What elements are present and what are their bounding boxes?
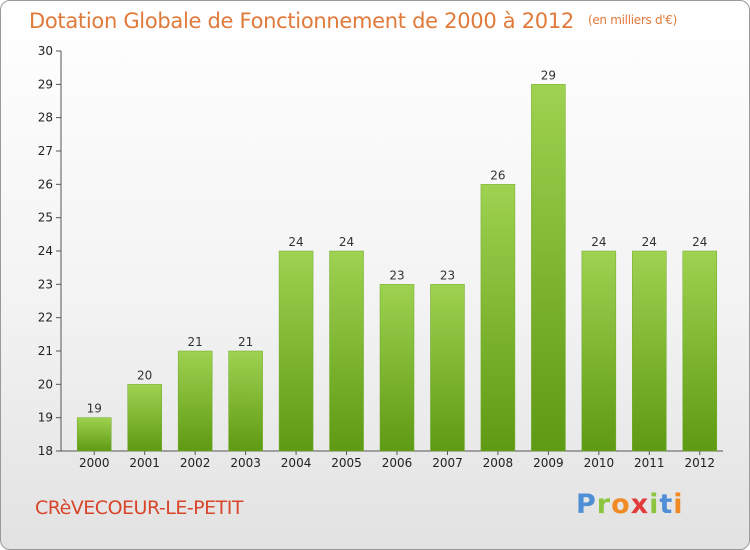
commune-name: CRèVECOEUR-LE-PETIT bbox=[35, 497, 243, 519]
bar-2001 bbox=[127, 384, 162, 452]
bar-2005 bbox=[329, 250, 364, 452]
y-tick-label: 24 bbox=[38, 244, 53, 258]
logo-letter: x bbox=[630, 489, 650, 520]
logo-letter: i bbox=[673, 489, 684, 520]
y-tick-label: 23 bbox=[38, 277, 53, 291]
bar-2000 bbox=[76, 417, 112, 452]
bar-2009 bbox=[531, 84, 566, 452]
logo-letter: t bbox=[659, 489, 674, 520]
data-label-2001: 20 bbox=[137, 368, 152, 382]
logo-letter: o bbox=[611, 489, 631, 520]
data-label-2002: 21 bbox=[188, 335, 203, 349]
bar-2004 bbox=[278, 250, 314, 452]
x-tick-label: 2010 bbox=[584, 456, 615, 470]
bar-2010 bbox=[581, 250, 617, 452]
data-label-2007: 23 bbox=[440, 268, 455, 282]
chart-title-text: Dotation Globale de Fonctionnement de 20… bbox=[29, 9, 574, 33]
logo-letter: i bbox=[649, 489, 660, 520]
x-tick-label: 2002 bbox=[180, 456, 211, 470]
bar-2003 bbox=[228, 350, 263, 452]
logo-letter: P bbox=[576, 489, 597, 520]
x-tick-label: 2009 bbox=[533, 456, 564, 470]
y-tick-label: 18 bbox=[38, 444, 53, 458]
bar-2007 bbox=[430, 284, 465, 452]
chart-data-labels: 19 20 21 21 24 24 23 23 26 29 24 24 24 bbox=[87, 68, 708, 415]
chart-axes: 18 19 20 21 22 23 24 25 26 27 28 29 30 2000 2001 2002 20… bbox=[38, 44, 723, 470]
data-label-2010: 24 bbox=[591, 235, 606, 249]
bar-2012 bbox=[682, 250, 718, 452]
x-tick-label: 2003 bbox=[230, 456, 261, 470]
y-tick-label: 22 bbox=[38, 311, 53, 325]
x-tick-label: 2000 bbox=[79, 456, 110, 470]
bar-2006 bbox=[379, 284, 415, 452]
data-label-2000: 19 bbox=[87, 402, 102, 416]
x-tick-label: 2006 bbox=[382, 456, 413, 470]
data-label-2003: 21 bbox=[238, 335, 253, 349]
x-tick-label: 2001 bbox=[129, 456, 160, 470]
bar-2008 bbox=[480, 184, 516, 452]
data-label-2006: 23 bbox=[389, 268, 404, 282]
y-tick-label: 26 bbox=[38, 177, 53, 191]
y-tick-label: 19 bbox=[38, 411, 53, 425]
y-tick-label: 20 bbox=[38, 377, 53, 391]
chart-bars bbox=[76, 84, 718, 452]
data-label-2008: 26 bbox=[490, 168, 505, 182]
x-tick-label: 2008 bbox=[483, 456, 514, 470]
y-tick-label: 27 bbox=[38, 144, 53, 158]
y-tick-label: 25 bbox=[38, 211, 53, 225]
x-tick-label: 2005 bbox=[331, 456, 362, 470]
x-tick-label: 2012 bbox=[684, 456, 715, 470]
x-tick-label: 2004 bbox=[281, 456, 312, 470]
data-label-2012: 24 bbox=[692, 235, 707, 249]
y-tick-label: 21 bbox=[38, 344, 53, 358]
data-label-2004: 24 bbox=[288, 235, 303, 249]
logo-letter: r bbox=[596, 489, 612, 520]
y-tick-label: 28 bbox=[38, 111, 53, 125]
data-label-2011: 24 bbox=[642, 235, 657, 249]
proxiti-logo[interactable]: Proxiti bbox=[576, 489, 684, 520]
data-label-2005: 24 bbox=[339, 235, 354, 249]
x-tick-label: 2011 bbox=[634, 456, 665, 470]
bar-2011 bbox=[632, 250, 667, 452]
chart-title: Dotation Globale de Fonctionnement de 20… bbox=[29, 9, 677, 33]
x-tick-label: 2007 bbox=[432, 456, 463, 470]
y-tick-label: 30 bbox=[38, 44, 53, 58]
bar-2002 bbox=[177, 350, 213, 452]
data-label-2009: 29 bbox=[541, 68, 556, 82]
y-tick-label: 29 bbox=[38, 77, 53, 91]
chart-subtitle: (en milliers d'€) bbox=[587, 13, 677, 27]
